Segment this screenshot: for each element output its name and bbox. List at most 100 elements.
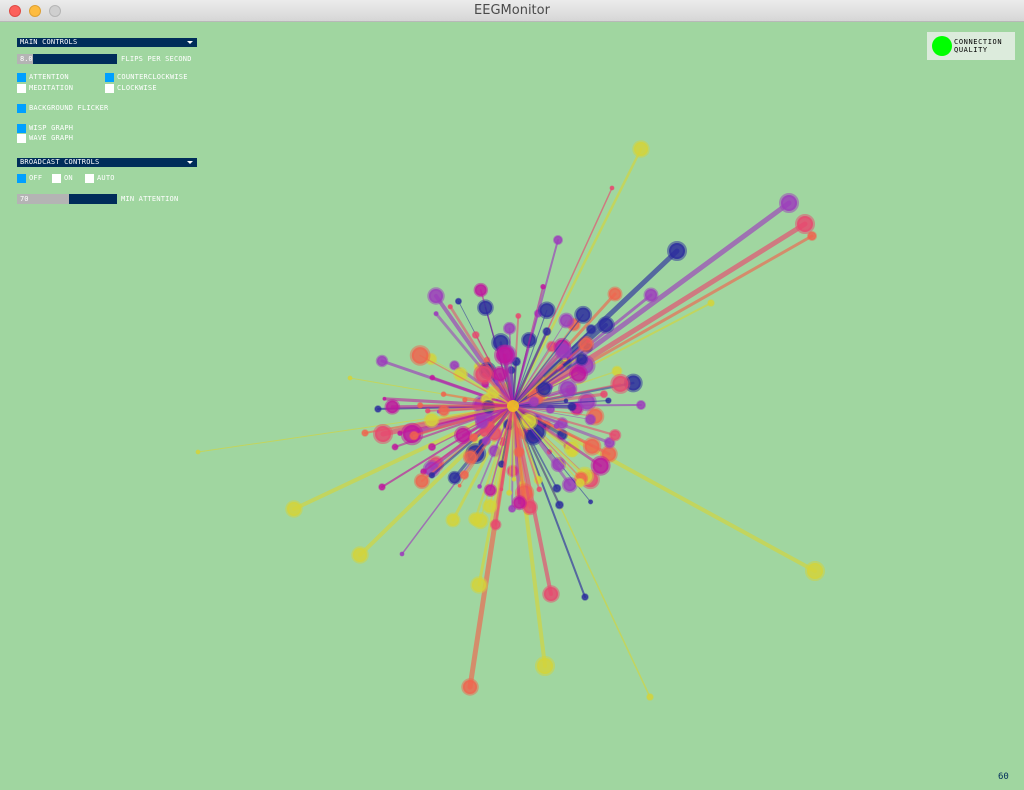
wisp-node	[646, 693, 654, 701]
wisp-node	[555, 500, 564, 510]
wisp-node	[471, 512, 489, 530]
wisp-spoke	[512, 285, 545, 407]
wisp-node	[599, 390, 609, 399]
main-controls-header-label: MAIN CONTROLS	[20, 38, 78, 46]
wisp-spoke	[430, 404, 515, 422]
min-attention-slider[interactable]: 70	[17, 194, 117, 204]
wisp-node	[409, 345, 431, 366]
flips-per-second-slider[interactable]: 8.0	[17, 54, 117, 64]
wisp-node	[494, 379, 499, 384]
wisp-node	[351, 546, 369, 564]
min-attention-value: 70	[20, 195, 29, 203]
dropdown-arrow-icon	[187, 161, 193, 164]
meditation-checkbox[interactable]: MEDITATION	[17, 84, 73, 93]
wisp-node	[489, 518, 502, 531]
clockwise-label: CLOCKWISE	[117, 84, 157, 92]
broadcast-off-toggle[interactable]: OFF	[17, 174, 42, 183]
wisp-node	[610, 373, 631, 394]
wisp-node	[457, 483, 462, 488]
connection-quality-indicator: CONNECTION QUALITY	[927, 32, 1015, 60]
wave-graph-checkbox-box	[17, 134, 26, 143]
wisp-spoke	[484, 404, 515, 443]
wisp-node	[607, 286, 623, 302]
wisp-graph-checkbox[interactable]: WISP GRAPH	[17, 124, 73, 133]
main-controls-header[interactable]: MAIN CONTROLS	[17, 38, 197, 47]
wisp-spoke	[511, 330, 549, 408]
wisp-node	[399, 551, 405, 557]
wisp-node	[511, 495, 527, 511]
title-bar: EEGMonitor	[0, 0, 1024, 22]
wisp-node	[561, 476, 578, 493]
maximize-window-button[interactable]	[49, 5, 61, 17]
broadcast-auto-label: AUTO	[97, 174, 115, 182]
wisp-node	[491, 365, 509, 383]
attention-checkbox-box	[17, 73, 26, 82]
wisp-spoke	[494, 405, 514, 526]
broadcast-on-label: ON	[64, 174, 73, 182]
wisp-node	[575, 352, 589, 366]
wisp-node	[447, 303, 453, 310]
wisp-node	[427, 287, 445, 305]
wisp-node	[453, 426, 473, 445]
background-flicker-checkbox-box	[17, 104, 26, 113]
wisp-node	[558, 312, 575, 329]
wisp-spoke	[511, 404, 617, 437]
wisp-node	[473, 282, 488, 298]
flips-per-second-label: FLIPS PER SECOND	[121, 55, 192, 63]
attention-checkbox[interactable]: ATTENTION	[17, 73, 69, 82]
wisp-spoke	[511, 349, 565, 408]
fps-counter: 60	[998, 772, 1009, 782]
wisp-spoke	[431, 405, 514, 448]
wisp-spoke	[512, 309, 548, 407]
wisp-node	[494, 344, 516, 366]
wisp-node	[542, 327, 552, 336]
wisp-node	[378, 483, 386, 491]
connection-quality-line2: QUALITY	[954, 46, 988, 54]
broadcast-controls-header[interactable]: BROADCAST CONTROLS	[17, 158, 197, 167]
wisp-node	[437, 404, 450, 417]
wisp-node	[473, 363, 494, 385]
broadcast-on-toggle[interactable]: ON	[52, 174, 73, 183]
wisp-node	[807, 231, 817, 241]
wisp-node	[577, 335, 595, 353]
wisp-node	[535, 656, 555, 676]
wisp-node	[413, 473, 430, 490]
wave-graph-checkbox[interactable]: WAVE GRAPH	[17, 134, 73, 143]
close-window-button[interactable]	[9, 5, 21, 17]
counterclockwise-label: COUNTERCLOCKWISE	[117, 73, 188, 81]
connection-quality-label: CONNECTION QUALITY	[954, 38, 1002, 54]
wisp-spoke	[512, 405, 558, 427]
wisp-node	[424, 407, 431, 414]
wisp-node	[428, 471, 436, 479]
wisp-spoke	[512, 405, 541, 491]
wisp-node	[567, 402, 577, 412]
wisp-node	[608, 428, 622, 442]
minimize-window-button[interactable]	[29, 5, 41, 17]
wisp-node	[563, 398, 569, 404]
wisp-node	[636, 400, 646, 410]
wisp-node	[477, 484, 483, 489]
wisp-node	[469, 433, 479, 443]
wisp-node	[483, 483, 498, 497]
wisp-spoke	[511, 404, 521, 454]
wisp-spoke	[512, 314, 584, 407]
wisp-node	[481, 436, 492, 446]
wisp-node	[447, 470, 462, 485]
wave-graph-label: WAVE GRAPH	[29, 134, 74, 142]
wisp-node	[584, 413, 597, 426]
wisp-node	[553, 235, 563, 245]
broadcast-off-box	[17, 174, 26, 183]
counterclockwise-checkbox[interactable]: COUNTERCLOCKWISE	[105, 73, 188, 82]
background-flicker-checkbox[interactable]: BACKGROUND FLICKER	[17, 104, 108, 113]
wisp-node	[575, 477, 586, 488]
wisp-node	[471, 331, 480, 339]
wisp-spoke	[510, 221, 808, 409]
wisp-node	[470, 576, 488, 594]
clockwise-checkbox[interactable]: CLOCKWISE	[105, 84, 157, 93]
wisp-node	[528, 396, 540, 408]
broadcast-auto-toggle[interactable]: AUTO	[85, 174, 115, 183]
wisp-node	[553, 422, 560, 430]
wisp-node	[779, 193, 799, 213]
wisp-spoke	[512, 405, 581, 484]
wisp-node	[667, 241, 687, 261]
